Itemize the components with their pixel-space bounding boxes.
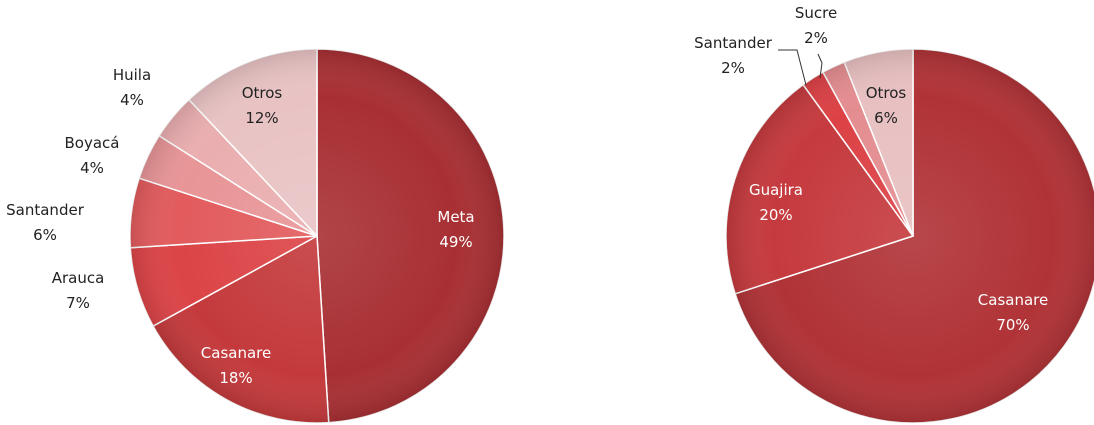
slice-label-otros: Otros: [866, 84, 907, 102]
slice-value-sucre: 2%: [804, 29, 828, 47]
pie-slice-meta: [316, 48, 505, 424]
slice-label-casanare: Casanare: [201, 344, 271, 362]
slice-label-arauca: Arauca: [52, 269, 105, 287]
slice-value-guajira: 20%: [759, 206, 792, 224]
slice-label-guajira: Guajira: [749, 181, 803, 199]
slice-value-huila: 4%: [120, 91, 144, 109]
slice-value-santander: 6%: [33, 226, 57, 244]
pie-chart-right: Casanare 70% Guajira 20% Santander 2% Sucre 2% O…: [694, 4, 1094, 424]
slice-label-meta: Meta: [437, 208, 474, 226]
slice-label-sucre: Sucre: [795, 4, 837, 22]
slice-value-boyaca: 4%: [80, 159, 104, 177]
slice-value-meta: 49%: [439, 233, 472, 251]
slice-value-santander: 2%: [721, 59, 745, 77]
slice-value-arauca: 7%: [66, 294, 90, 312]
slice-value-casanare: 70%: [996, 316, 1029, 334]
slice-label-huila: Huila: [113, 66, 151, 84]
leader-line-sucre: [817, 53, 823, 79]
slice-label-santander: Santander: [6, 201, 85, 219]
slice-value-otros: 12%: [245, 109, 278, 127]
slice-label-santander: Santander: [694, 34, 773, 52]
leader-line-santander: [778, 49, 807, 86]
slice-label-boyaca: Boyacá: [65, 134, 120, 152]
pie-chart-left: Meta 49% Casanare 18% Arauca 7% Santander 6% Boy…: [6, 48, 505, 424]
slice-label-casanare: Casanare: [978, 291, 1048, 309]
slice-label-otros: Otros: [242, 84, 283, 102]
slice-value-otros: 6%: [874, 109, 898, 127]
slice-value-casanare: 18%: [219, 369, 252, 387]
